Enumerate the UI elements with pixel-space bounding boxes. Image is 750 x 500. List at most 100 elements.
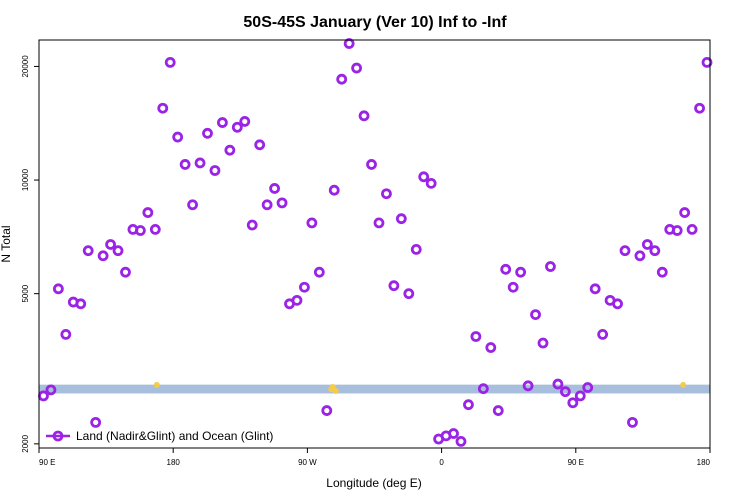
data-point bbox=[537, 337, 549, 349]
reference-band bbox=[39, 381, 710, 395]
data-point bbox=[90, 416, 102, 428]
data-point bbox=[492, 405, 504, 416]
data-point bbox=[306, 217, 318, 229]
data-point bbox=[671, 225, 683, 236]
data-point bbox=[679, 207, 691, 218]
data-point bbox=[559, 386, 571, 398]
data-point bbox=[358, 110, 370, 122]
data-point bbox=[589, 283, 601, 295]
x-axis-label: Longitude (deg E) bbox=[326, 476, 421, 490]
data-point bbox=[686, 224, 698, 235]
data-point bbox=[448, 428, 459, 439]
data-point bbox=[321, 405, 333, 416]
data-point bbox=[120, 266, 131, 278]
data-point bbox=[530, 309, 541, 321]
y-tick-label: 10000 bbox=[21, 168, 30, 191]
legend-label: Land (Nadir&Glint) and Ocean (Glint) bbox=[76, 429, 273, 443]
x-tick-label: 90 E bbox=[568, 458, 584, 467]
data-point bbox=[351, 62, 363, 74]
data-point bbox=[612, 298, 623, 310]
data-point bbox=[477, 383, 489, 395]
data-point bbox=[395, 213, 407, 225]
data-point bbox=[313, 266, 325, 278]
y-tick-label: 2000 bbox=[21, 434, 30, 452]
data-point bbox=[157, 102, 169, 114]
data-point bbox=[373, 217, 385, 229]
data-point bbox=[239, 116, 251, 127]
data-point bbox=[552, 378, 564, 390]
data-point bbox=[597, 328, 609, 340]
band-marker bbox=[680, 381, 687, 388]
data-point bbox=[82, 245, 94, 257]
data-point bbox=[172, 131, 184, 143]
data-point bbox=[97, 250, 109, 262]
x-tick-label: 180 bbox=[697, 458, 711, 467]
y-axis: 2000 5000 10000 20000 bbox=[21, 55, 39, 453]
data-point bbox=[649, 245, 661, 257]
data-point bbox=[507, 281, 519, 293]
band-marker bbox=[153, 381, 160, 388]
data-point bbox=[202, 127, 213, 139]
x-tick-label: 180 bbox=[167, 458, 181, 467]
x-tick-label: 0 bbox=[439, 458, 444, 467]
data-point bbox=[224, 144, 236, 156]
data-point bbox=[694, 102, 705, 114]
data-point bbox=[485, 342, 497, 353]
data-point bbox=[164, 56, 176, 68]
legend: Land (Nadir&Glint) and Ocean (Glint) bbox=[46, 429, 273, 443]
data-point bbox=[545, 261, 556, 272]
data-point bbox=[627, 416, 638, 428]
data-point bbox=[463, 399, 474, 411]
data-point bbox=[60, 328, 72, 340]
data-point bbox=[246, 219, 258, 231]
legend-marker bbox=[52, 430, 64, 442]
x-tick-label: 90 W bbox=[298, 458, 317, 467]
data-point bbox=[142, 207, 154, 218]
data-point bbox=[52, 283, 64, 295]
data-point bbox=[410, 244, 422, 255]
data-point bbox=[328, 184, 340, 196]
data-point bbox=[336, 73, 348, 85]
data-point bbox=[149, 224, 161, 235]
data-point bbox=[366, 159, 377, 170]
data-points bbox=[38, 38, 713, 447]
data-point bbox=[425, 177, 437, 189]
data-point bbox=[381, 188, 392, 200]
data-point bbox=[269, 183, 280, 194]
data-point bbox=[455, 436, 467, 447]
data-point bbox=[261, 199, 273, 211]
data-point bbox=[105, 239, 116, 250]
data-point bbox=[574, 390, 586, 402]
data-point bbox=[291, 294, 303, 306]
data-point bbox=[656, 266, 668, 278]
data-point bbox=[299, 281, 310, 293]
data-point bbox=[217, 117, 228, 128]
band-marker bbox=[328, 386, 335, 393]
data-point bbox=[641, 239, 653, 250]
data-point bbox=[75, 298, 87, 310]
data-point bbox=[187, 199, 198, 211]
data-point bbox=[567, 397, 579, 409]
plot-frame bbox=[38, 39, 711, 449]
data-point bbox=[515, 266, 527, 278]
data-point bbox=[470, 331, 482, 342]
y-axis-label: N Total bbox=[0, 225, 13, 262]
data-point bbox=[209, 165, 221, 176]
data-point bbox=[179, 159, 191, 170]
data-point bbox=[403, 288, 415, 300]
data-point bbox=[134, 225, 146, 236]
data-point bbox=[276, 197, 288, 209]
data-point bbox=[522, 380, 534, 392]
data-point bbox=[388, 280, 400, 292]
data-point bbox=[231, 121, 243, 133]
data-point bbox=[619, 245, 631, 257]
chart-title: 50S-45S January (Ver 10) Inf to -Inf bbox=[243, 14, 507, 31]
y-tick-label: 5000 bbox=[21, 284, 30, 302]
data-point bbox=[634, 250, 646, 262]
data-point bbox=[701, 56, 713, 68]
y-tick-label: 20000 bbox=[21, 55, 30, 78]
data-point bbox=[500, 263, 512, 275]
band-rect bbox=[39, 384, 710, 394]
